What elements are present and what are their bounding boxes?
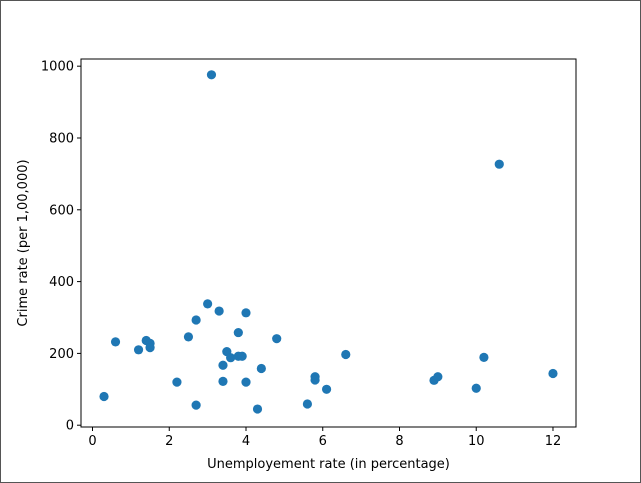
data-point	[321, 384, 332, 394]
plot-area	[80, 58, 577, 428]
data-point	[172, 377, 182, 387]
y-tick-label: 1000	[41, 60, 74, 75]
data-point	[302, 399, 312, 409]
data-point	[241, 308, 251, 318]
data-point	[110, 337, 121, 347]
data-point	[433, 372, 443, 382]
x-tick-label: 10	[468, 434, 485, 449]
y-axis-label: Crime rate (per 1,00,000)	[16, 159, 31, 326]
y-tick-label: 400	[49, 275, 74, 290]
data-point	[218, 360, 228, 370]
data-point	[218, 376, 228, 386]
data-point	[272, 334, 282, 344]
x-axis-label: Unemployement rate (in percentage)	[207, 457, 450, 472]
x-tick-label: 8	[395, 434, 403, 449]
x-tick-label: 2	[165, 434, 173, 449]
x-axis-ticks: 0 2 4 6 8 10 12	[88, 427, 561, 449]
data-point	[191, 400, 201, 410]
x-tick-label: 12	[545, 434, 562, 449]
data-point	[241, 377, 251, 387]
data-point	[191, 315, 201, 325]
data-point	[183, 332, 194, 342]
points-layer	[99, 70, 558, 414]
data-point	[99, 391, 109, 402]
data-point	[145, 343, 155, 353]
data-point	[548, 368, 558, 379]
data-point	[310, 375, 320, 385]
data-point	[206, 70, 217, 80]
data-point	[341, 349, 351, 360]
x-tick-label: 4	[242, 434, 250, 449]
data-point	[237, 351, 247, 361]
y-axis-ticks: 0 200 400 600 800 1000	[41, 60, 81, 434]
data-point	[252, 404, 263, 414]
y-tick-label: 600	[49, 203, 74, 218]
data-point	[256, 363, 266, 374]
data-point	[479, 352, 489, 362]
y-tick-label: 800	[49, 131, 74, 146]
x-tick-label: 6	[319, 434, 327, 449]
data-point	[226, 353, 236, 363]
data-point	[471, 383, 481, 393]
y-tick-label: 200	[49, 347, 74, 362]
data-point	[494, 159, 504, 169]
data-point	[233, 327, 243, 338]
x-tick-label: 0	[88, 434, 96, 449]
data-point	[214, 306, 224, 316]
y-tick-label: 0	[66, 419, 74, 434]
data-point	[133, 345, 144, 355]
data-point	[203, 299, 213, 309]
